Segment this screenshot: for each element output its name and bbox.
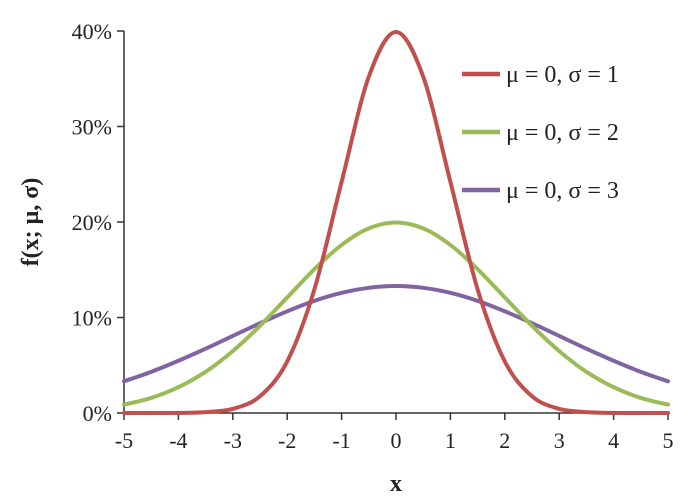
y-axis-title: f(x; μ, σ) xyxy=(18,178,44,267)
y-tick-label: 40% xyxy=(72,19,112,44)
legend-label-3: μ = 0, σ = 3 xyxy=(506,178,619,204)
x-tick-label: -1 xyxy=(332,428,350,453)
x-axis-title: x xyxy=(390,471,402,497)
y-axis-ticks: 0% 10% 20% 30% 40% xyxy=(72,19,124,426)
series-line-3 xyxy=(122,283,670,384)
series-line-1 xyxy=(122,30,670,416)
x-axis-ticks: -5 -4 -3 -2 -1 0 1 2 3 4 5 xyxy=(115,413,674,453)
x-tick-label: -3 xyxy=(224,428,242,453)
y-tick-label: 20% xyxy=(72,210,112,235)
x-tick-label: -4 xyxy=(169,428,187,453)
series-line-2 xyxy=(122,220,670,407)
x-tick-label: -5 xyxy=(115,428,133,453)
x-tick-label: 3 xyxy=(554,428,565,453)
x-tick-label: 1 xyxy=(445,428,456,453)
series-lines xyxy=(122,30,670,416)
x-tick-label: 4 xyxy=(608,428,619,453)
y-tick-label: 30% xyxy=(72,115,112,140)
x-tick-label: -2 xyxy=(278,428,296,453)
x-tick-label: 5 xyxy=(663,428,674,453)
x-tick-label: 2 xyxy=(499,428,510,453)
legend: μ = 0, σ = 1 μ = 0, σ = 2 μ = 0, σ = 3 xyxy=(462,62,619,204)
legend-label-1: μ = 0, σ = 1 xyxy=(506,62,619,88)
x-tick-label: 0 xyxy=(391,428,402,453)
legend-label-2: μ = 0, σ = 2 xyxy=(506,120,619,146)
y-tick-label: 0% xyxy=(83,401,112,426)
y-tick-label: 10% xyxy=(72,306,112,331)
